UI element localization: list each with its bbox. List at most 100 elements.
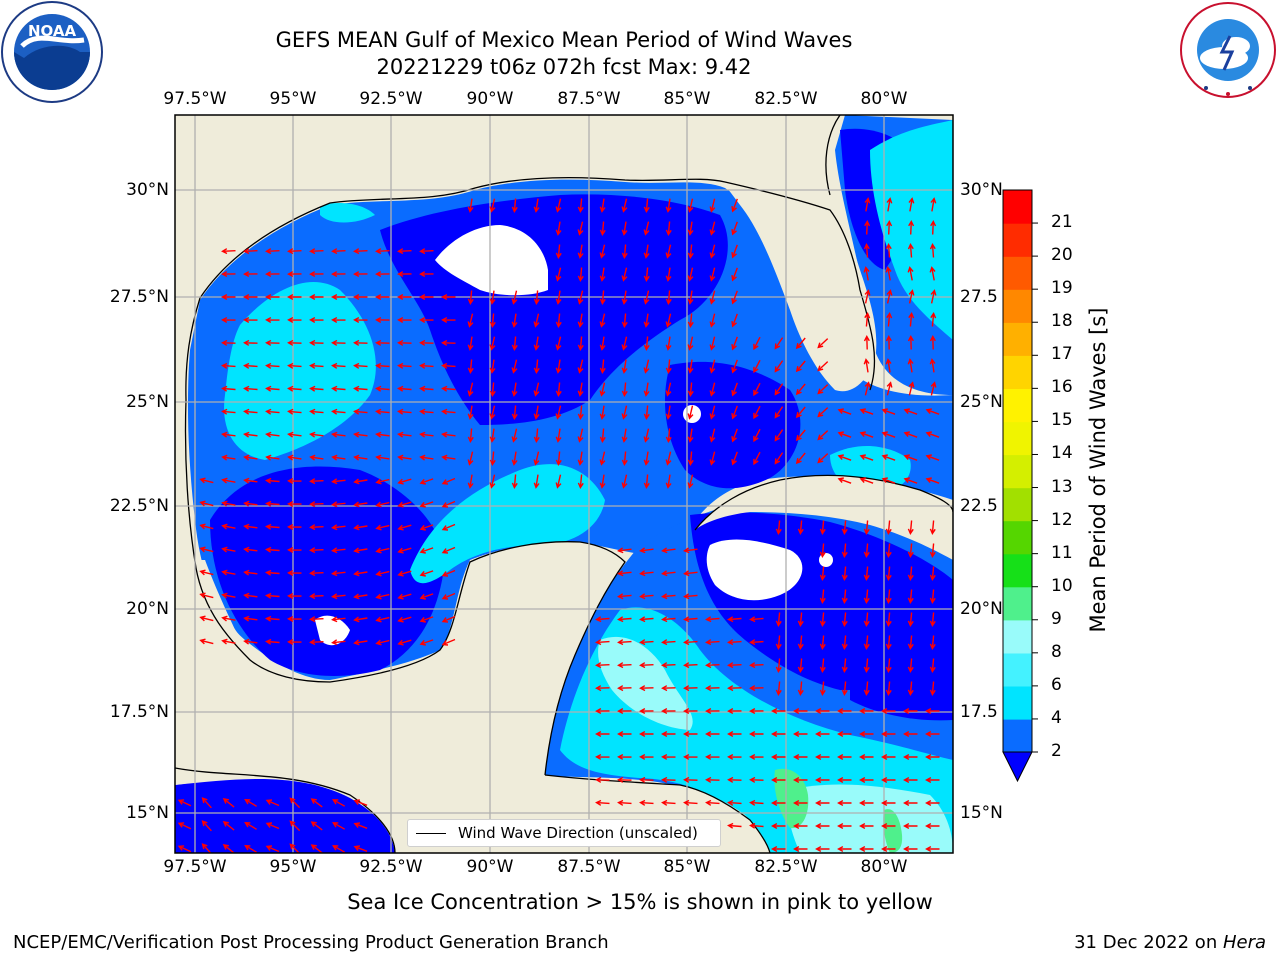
wind-direction-arrow [397, 248, 412, 255]
wind-direction-arrow [595, 639, 610, 646]
wind-direction-arrow [441, 500, 456, 508]
wind-direction-arrow [819, 543, 826, 558]
wind-direction-arrow [375, 501, 390, 508]
wind-direction-arrow [577, 474, 584, 489]
wind-direction-arrow [222, 843, 235, 853]
wind-direction-arrow [929, 335, 936, 350]
wind-direction-arrow [683, 707, 698, 715]
wind-direction-arrow [243, 362, 258, 369]
low-period-zone [665, 361, 801, 489]
colorbar-tick-label: 21 [1051, 212, 1073, 233]
colorbar-title: Mean Period of Wind Waves [s] [1086, 307, 1110, 633]
wind-direction-arrow [771, 753, 786, 761]
wind-direction-arrow [817, 384, 829, 395]
wind-direction-arrow [533, 336, 540, 351]
wind-direction-arrow [727, 776, 742, 783]
wind-direction-arrow [643, 405, 650, 420]
wind-direction-arrow [643, 244, 650, 259]
wind-direction-arrow [837, 730, 852, 738]
wind-direction-arrow [837, 454, 852, 461]
wind-direction-arrow [907, 335, 914, 350]
wind-direction-arrow [353, 501, 368, 508]
wind-direction-arrow [221, 339, 236, 346]
wind-direction-arrow [441, 408, 456, 415]
wind-direction-arrow [886, 312, 893, 327]
wind-direction-arrow [265, 592, 280, 599]
wind-direction-arrow [595, 730, 610, 738]
wind-direction-arrow [201, 797, 212, 809]
lat-label-right: 22.5 [960, 496, 998, 516]
wind-direction-arrow [617, 685, 632, 692]
wind-direction-arrow [397, 293, 412, 301]
wind-direction-arrow [489, 336, 496, 351]
wind-direction-arrow [599, 428, 606, 443]
wind-direction-arrow [749, 822, 764, 829]
wind-direction-arrow [617, 753, 632, 760]
wind-direction-arrow [837, 477, 852, 484]
wind-direction-arrow [533, 290, 540, 305]
wind-direction-arrow [819, 658, 826, 673]
wind-direction-arrow [819, 566, 826, 581]
wind-direction-arrow [907, 589, 914, 604]
wind-direction-arrow [639, 547, 654, 554]
wind-direction-arrow [621, 290, 628, 305]
wind-direction-arrow [331, 639, 346, 646]
wind-direction-arrow [533, 359, 540, 374]
wind-direction-arrow [533, 428, 540, 443]
wind-direction-arrow [643, 382, 650, 397]
wind-direction-arrow [774, 337, 784, 350]
wind-direction-arrow [287, 615, 302, 623]
wind-direction-arrow [661, 707, 676, 715]
lon-label-top: 90°W [466, 89, 514, 109]
colorbar-tick-label: 19 [1051, 278, 1073, 299]
wind-direction-arrow [731, 244, 738, 259]
lon-label-bottom: 80°W [860, 857, 908, 877]
lat-label-left: 17.5°N [109, 702, 169, 722]
wind-direction-arrow [881, 753, 896, 761]
wind-direction-arrow [489, 198, 496, 213]
wind-direction-arrow [243, 316, 258, 324]
colorbar-tick-label: 17 [1051, 344, 1073, 365]
wind-direction-arrow [837, 822, 852, 830]
wind-direction-arrow [661, 776, 676, 783]
wind-direction-arrow [287, 339, 302, 346]
wind-direction-arrow [929, 266, 936, 281]
masked-area [315, 615, 350, 646]
wind-direction-arrow [617, 547, 632, 554]
wind-direction-arrow [793, 822, 808, 830]
wind-direction-arrow [332, 799, 346, 807]
wind-direction-arrow [661, 547, 676, 554]
wind-direction-arrow [265, 362, 280, 369]
wind-direction-arrow [886, 289, 893, 304]
wind-direction-arrow [797, 612, 804, 627]
wind-direction-arrow [595, 707, 610, 715]
wind-direction-arrow [599, 405, 606, 420]
noaa-logo: NOAA [1, 1, 103, 103]
wind-direction-arrow [309, 570, 324, 577]
wind-direction-arrow [709, 428, 716, 443]
wind-direction-arrow [727, 662, 742, 669]
colorbar-tick-label: 18 [1051, 311, 1073, 332]
wind-direction-arrow [289, 820, 301, 832]
wind-direction-arrow [859, 822, 874, 830]
wind-direction-arrow [705, 616, 720, 623]
wind-direction-arrow [771, 822, 786, 830]
lat-label-right: 20°N [960, 599, 1003, 619]
wind-direction-arrow [511, 336, 518, 351]
wind-direction-arrow [908, 312, 915, 327]
wind-direction-arrow [903, 799, 918, 807]
colorbar-segment [1003, 619, 1032, 654]
wind-direction-arrow [375, 639, 390, 646]
wind-direction-arrow [885, 520, 892, 535]
wind-direction-arrow [397, 501, 412, 508]
wind-direction-arrow [243, 408, 258, 415]
wind-direction-arrow [621, 382, 628, 397]
wind-direction-arrow [375, 593, 390, 600]
wind-direction-arrow [353, 248, 368, 255]
wind-direction-arrow [859, 730, 874, 738]
wind-direction-arrow [907, 635, 914, 650]
wind-direction-arrow [661, 799, 676, 806]
wind-direction-arrow [643, 313, 650, 328]
wind-direction-arrow [199, 569, 214, 576]
